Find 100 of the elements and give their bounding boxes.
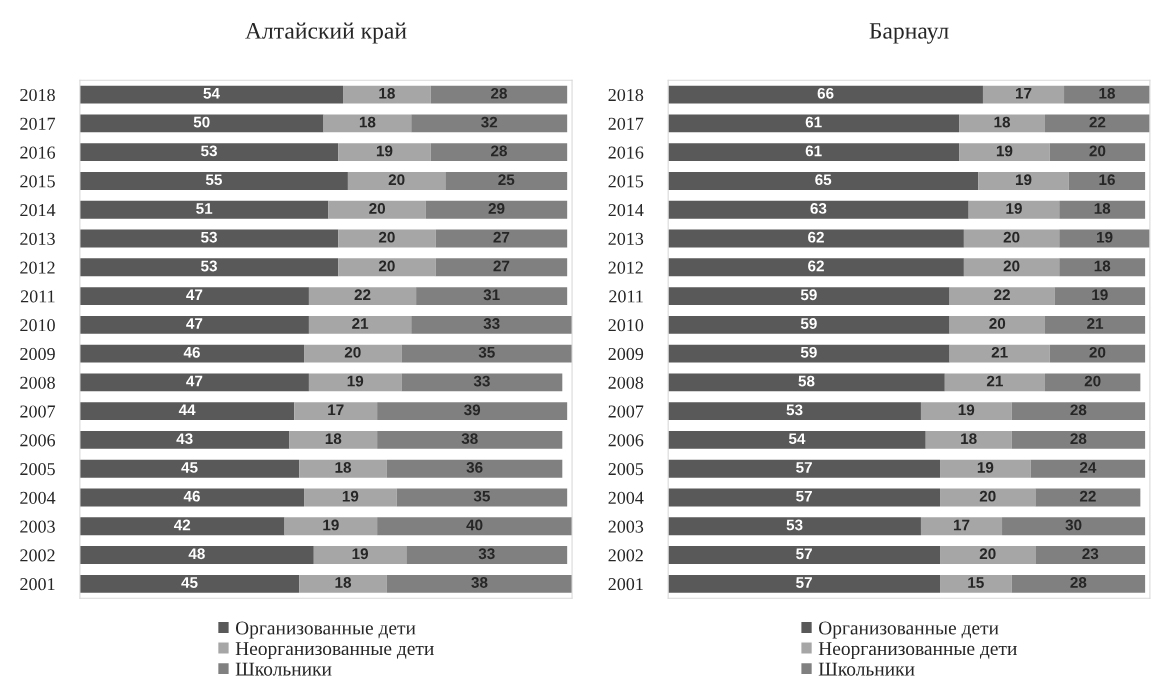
data-label: 18 [994,116,1011,128]
data-label: 16 [1099,174,1115,186]
data-label: 53 [786,519,803,531]
data-label: 20 [369,203,386,214]
data-label: 18 [1094,203,1111,214]
y-tick-label: 2013 [608,232,644,245]
legend-label: Неорганизованные дети [818,642,1017,660]
data-label: 21 [986,375,1003,387]
bar [668,143,960,162]
data-label: 46 [183,346,200,358]
y-tick-label: 2001 [608,578,643,591]
y-tick-label: 2001 [20,578,55,591]
data-label: 20 [1089,145,1106,157]
bar [1059,258,1146,277]
data-label: 19 [996,145,1013,157]
bar [1011,402,1146,421]
legend-label: Организованные дети [235,621,416,639]
data-label: 55 [205,174,222,186]
data-label: 59 [800,346,817,358]
data-label: 19 [352,548,369,560]
bar [668,229,964,248]
data-label: 58 [798,375,815,387]
bar [1011,431,1146,449]
data-label: 62 [808,260,824,272]
y-tick-label: 2016 [608,146,644,159]
data-label: 19 [1015,174,1032,186]
y-tick-label: 2015 [20,175,55,188]
bar [79,172,348,190]
data-label: 62 [808,231,824,243]
y-tick-label: 2003 [608,520,644,533]
data-label: 20 [979,490,996,502]
bar [1049,344,1146,363]
bar [940,459,1031,478]
bar [668,517,921,536]
data-label: 30 [1065,519,1082,531]
bar [668,172,979,190]
bar [294,402,378,421]
y-tick-label: 2010 [608,319,644,332]
data-label: 45 [181,462,198,473]
y-tick-label: 2016 [20,146,56,159]
bar [1030,459,1146,478]
bar [338,229,436,248]
bar [668,546,941,564]
bar [959,114,1045,133]
data-label: 33 [478,548,495,560]
bar [944,373,1045,392]
bar [299,459,387,478]
y-tick-label: 2005 [20,462,55,476]
bar [445,172,568,190]
bar [79,287,309,305]
bar [79,85,344,104]
bar [668,315,950,334]
data-label: 33 [483,318,500,329]
bar [1059,229,1150,248]
y-tick-label: 2009 [20,347,55,361]
bar [338,258,436,277]
data-label: 57 [796,577,812,588]
y-tick-label: 2007 [608,405,644,418]
data-label: 66 [817,87,834,99]
bar [313,546,407,564]
data-label: 19 [1092,289,1108,301]
y-tick-label: 2017 [20,117,56,130]
data-label: 57 [796,462,812,473]
data-label: 20 [1089,346,1106,358]
data-label: 23 [1082,548,1099,560]
data-label: 20 [378,260,395,272]
y-tick-label: 2012 [608,261,643,274]
legend-label: Неорганизованные дети [235,642,434,660]
data-label: 15 [968,577,984,588]
data-label: 28 [1070,433,1087,445]
y-tick-label: 2011 [20,290,55,303]
data-label: 61 [805,116,822,128]
bar [308,287,417,305]
data-label: 18 [335,461,352,473]
bar [377,431,563,449]
bar [79,229,339,248]
data-label: 47 [186,289,203,301]
bar [386,574,573,593]
bar [79,315,309,334]
data-label: 27 [493,260,510,272]
y-tick-label: 2006 [608,434,644,447]
data-label: 18 [325,433,342,445]
data-label: 21 [1087,318,1104,329]
bar [949,315,1045,334]
y-tick-label: 2010 [20,319,55,332]
bar [1049,143,1146,162]
legend-label: Организованные дети [819,621,999,639]
data-label: 46 [183,490,200,502]
data-label: 47 [186,318,203,329]
bar [668,114,960,133]
data-label: 65 [815,174,832,186]
bar [79,517,285,536]
chart-title: Барнаул [869,23,949,44]
data-label: 20 [989,318,1006,329]
data-label: 25 [498,174,515,186]
y-tick-label: 2015 [608,175,644,188]
data-label: 19 [342,490,359,502]
bar [1059,200,1146,219]
data-label: 20 [1084,375,1101,387]
data-label: 18 [1094,260,1111,272]
